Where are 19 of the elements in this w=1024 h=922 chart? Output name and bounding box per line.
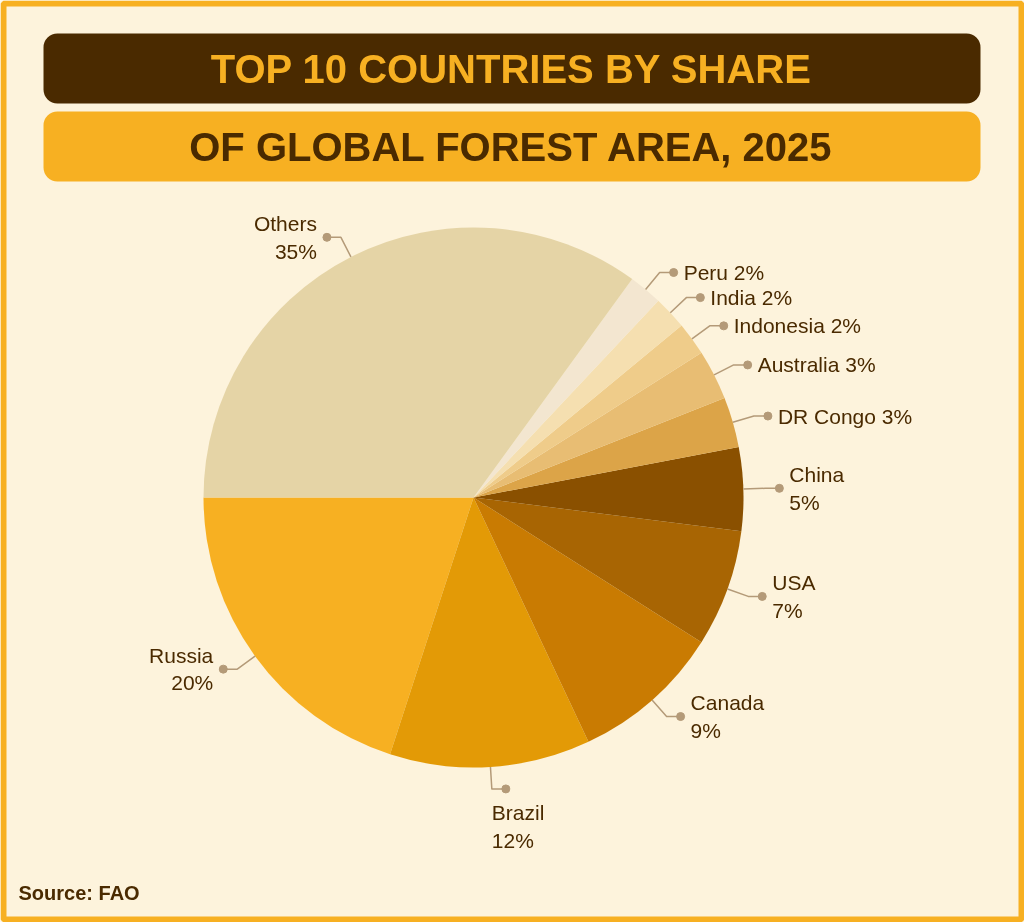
slice-label: Brazil (491, 800, 545, 824)
data-label: 20% (171, 671, 214, 695)
slice-label: India 2% (710, 286, 793, 310)
slice-label: Indonesia 2% (733, 314, 861, 338)
source-note: Source: FAO (18, 881, 140, 904)
slice-label: USA (772, 571, 816, 595)
slice-label: China (789, 463, 845, 487)
data-label: 5% (789, 490, 820, 514)
chart-title: TOP 10 COUNTRIES BY SHARE OF GLOBAL FOREST AREA, 2025 (189, 46, 832, 169)
slice-label: DR Congo 3% (777, 404, 913, 428)
data-label: 7% (772, 598, 803, 622)
slice-label: Canada (690, 691, 765, 715)
slice-label: Russia (149, 643, 214, 667)
slice-label: Others (253, 212, 317, 236)
data-label: 35% (274, 239, 317, 263)
data-label: 9% (690, 718, 721, 742)
data-label: 12% (491, 828, 534, 852)
slice-label: Australia 3% (757, 353, 876, 377)
slice-label: Peru 2% (683, 261, 765, 285)
